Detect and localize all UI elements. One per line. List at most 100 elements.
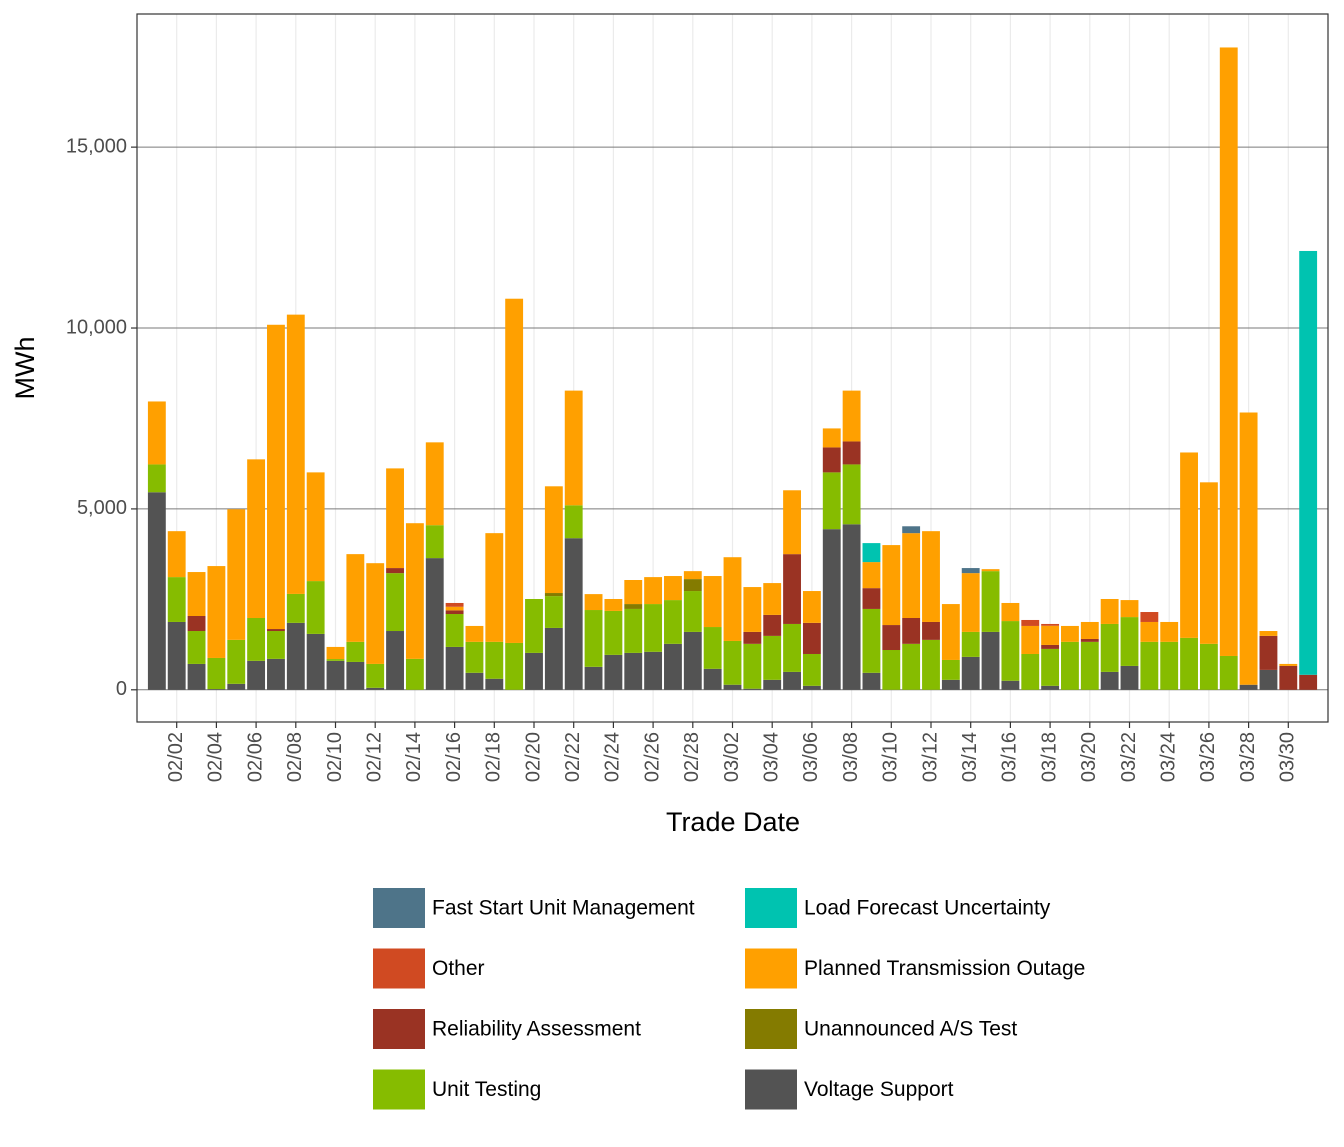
bar-segment xyxy=(743,587,762,632)
bar-segment xyxy=(505,298,524,643)
x-tick-label: 03/02 xyxy=(721,732,743,782)
bar-segment xyxy=(624,652,643,690)
bar-segment xyxy=(941,604,960,660)
bar-segment xyxy=(187,615,206,632)
legend-key xyxy=(373,1009,425,1049)
x-tick-label: 02/24 xyxy=(602,732,624,782)
bar-segment xyxy=(346,554,365,642)
bar-segment xyxy=(485,533,504,642)
bar-segment xyxy=(366,563,385,664)
x-tick-label: 02/02 xyxy=(165,732,187,782)
bar-segment xyxy=(743,631,762,644)
bar-segment xyxy=(822,472,841,530)
bar-segment xyxy=(227,683,246,690)
bar-segment xyxy=(544,627,563,690)
x-tick-label: 03/14 xyxy=(959,732,981,782)
bar-segment xyxy=(902,533,921,618)
bar-segment xyxy=(822,428,841,448)
bar-segment xyxy=(227,639,246,684)
bar-segment xyxy=(147,401,166,465)
bar-segment xyxy=(1041,623,1060,626)
y-tick-label: 0 xyxy=(116,678,127,700)
bar-segment xyxy=(1160,641,1179,690)
bar-segment xyxy=(167,621,186,690)
bar-segment xyxy=(922,621,940,640)
bar-segment xyxy=(1021,619,1040,626)
bar-segment xyxy=(465,672,484,690)
bar-segment xyxy=(1120,665,1139,690)
x-tick-label: 02/08 xyxy=(284,732,306,782)
bar-segment xyxy=(822,529,841,690)
bar-segment xyxy=(1239,412,1258,685)
x-tick-label: 03/28 xyxy=(1237,732,1259,782)
bar-segment xyxy=(1120,617,1139,666)
bar-segment xyxy=(961,568,980,574)
bar-segment xyxy=(485,641,504,679)
bar-segment xyxy=(703,627,722,669)
x-tick-label: 02/04 xyxy=(205,732,227,782)
bar-segment xyxy=(902,617,921,644)
x-tick-label: 02/10 xyxy=(324,732,346,782)
bar-segment xyxy=(445,610,464,615)
bar-segment xyxy=(1140,641,1159,690)
legend-key xyxy=(373,888,425,928)
bar-segment xyxy=(445,646,464,690)
legend-key xyxy=(745,1069,797,1110)
bar-segment xyxy=(961,656,980,690)
bar-segment xyxy=(227,509,246,640)
bar-segment xyxy=(1180,452,1198,638)
bar-segment xyxy=(147,492,166,690)
bar-segment xyxy=(723,640,742,685)
bar-segment xyxy=(743,643,762,689)
y-axis-title: MWh xyxy=(10,337,40,400)
bar-segment xyxy=(981,631,1000,690)
bar-segment xyxy=(425,558,444,690)
bar-segment xyxy=(683,631,702,690)
bar-segment xyxy=(941,679,960,690)
bar-segment xyxy=(1080,621,1099,639)
bar-segment xyxy=(1080,641,1099,690)
legend-label: Fast Start Unit Management xyxy=(432,897,695,920)
bar-segment xyxy=(1140,612,1159,622)
bar-segment xyxy=(584,610,603,667)
bar-segment xyxy=(544,486,563,594)
bar-segment xyxy=(247,617,266,661)
bar-segment xyxy=(624,608,643,653)
bar-segment xyxy=(1279,663,1298,666)
bar-segment xyxy=(267,631,285,659)
bar-segment xyxy=(187,663,206,690)
bar-segment xyxy=(544,596,563,628)
bar-segment xyxy=(247,660,266,690)
x-tick-label: 03/26 xyxy=(1197,732,1219,782)
bar-segment xyxy=(763,614,782,636)
bar-segment xyxy=(842,390,861,442)
bar-segment xyxy=(267,658,285,690)
bar-segment xyxy=(683,591,702,632)
bar-segment xyxy=(1061,641,1079,690)
y-tick-label: 10,000 xyxy=(66,316,127,338)
bar-segment xyxy=(386,631,404,690)
bar-segment xyxy=(664,576,682,601)
bar-segment xyxy=(743,688,762,690)
x-tick-label: 02/12 xyxy=(363,732,385,782)
bar-segment xyxy=(664,643,682,690)
bar-segment xyxy=(1080,638,1099,642)
x-tick-label: 03/24 xyxy=(1157,732,1179,782)
bar-segment xyxy=(366,663,385,688)
bar-segment xyxy=(703,576,722,628)
bar-segment xyxy=(604,610,623,655)
bar-segment xyxy=(405,658,424,690)
bar-segment xyxy=(584,666,603,690)
bar-segment xyxy=(961,573,980,632)
bar-segment xyxy=(286,593,305,623)
bar-segment xyxy=(167,531,186,578)
legend-label: Reliability Assessment xyxy=(432,1018,641,1041)
bar-segment xyxy=(981,569,1000,572)
bar-segment xyxy=(346,641,365,662)
bar-segment xyxy=(604,654,623,690)
bar-segment xyxy=(306,472,325,582)
bar-segment xyxy=(981,571,1000,632)
legend-label: Other xyxy=(432,957,485,980)
